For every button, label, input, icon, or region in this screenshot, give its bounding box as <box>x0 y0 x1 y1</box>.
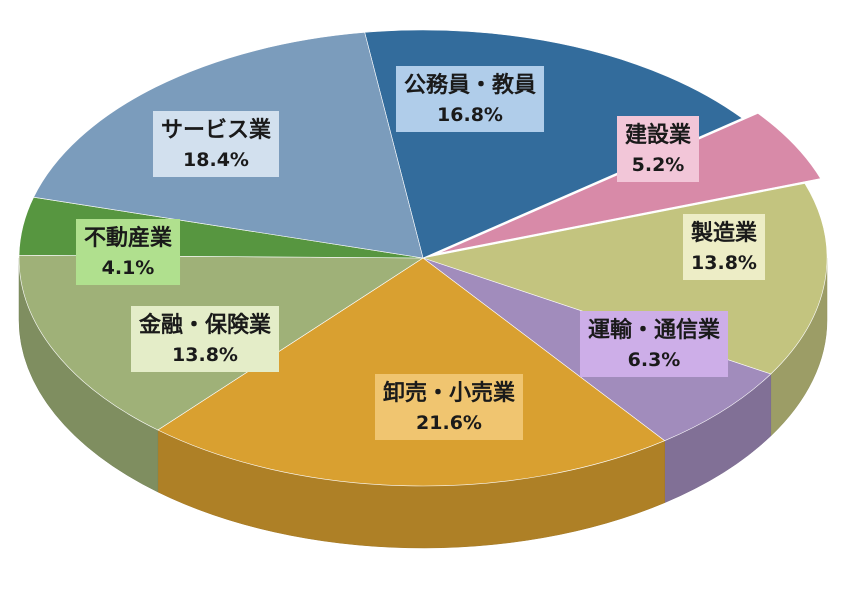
slice-label-bg <box>682 214 766 280</box>
slice-label-name: 建設業 <box>625 122 692 148</box>
slice-label-bg <box>579 311 729 377</box>
slice-label-bg <box>152 111 280 177</box>
slice-label-name: 運輸・通信業 <box>588 317 721 343</box>
slice-label-value: 18.4% <box>183 149 249 171</box>
slice-label-bg <box>374 374 524 440</box>
pie-slice-4 <box>157 257 666 487</box>
slice-label-name: 卸売・小売業 <box>383 380 516 406</box>
slice-label-bg <box>75 219 181 285</box>
slice-label-value: 6.3% <box>628 349 681 371</box>
slice-label-4: 卸売・小売業 21.6% <box>374 374 524 440</box>
slice-label-value: 21.6% <box>416 412 482 434</box>
slice-label-7: サービス業 18.4% <box>152 111 280 177</box>
slice-label-bg <box>130 306 280 372</box>
pie-slice-1 <box>438 113 822 254</box>
slice-label-name: 金融・保険業 <box>138 312 272 338</box>
slice-label-name: 不動産業 <box>84 225 173 251</box>
slice-label-value: 4.1% <box>102 257 155 279</box>
slice-label-3: 運輸・通信業 6.3% <box>579 311 729 377</box>
slice-label-1: 建設業 5.2% <box>616 116 700 182</box>
slice-label-2: 製造業 13.8% <box>682 214 766 280</box>
slice-label-5: 金融・保険業 13.8% <box>130 306 280 372</box>
slice-label-bg <box>395 66 545 132</box>
slice-label-name: サービス業 <box>161 118 272 143</box>
slice-label-value: 16.8% <box>437 104 503 126</box>
slice-label-value: 13.8% <box>691 252 757 274</box>
slice-label-name: 公務員・教員 <box>404 72 536 98</box>
slice-label-bg <box>616 116 700 182</box>
pie-sides <box>18 257 828 549</box>
slice-label-value: 5.2% <box>632 154 685 176</box>
pie-labels: 公務員・教員 16.8% 建設業 5.2% 製造業 13.8% 運輸・通信業 6.3% 卸売・小… <box>75 66 766 440</box>
slice-label-name: 製造業 <box>690 220 758 246</box>
slice-label-6: 不動産業 4.1% <box>75 219 181 285</box>
slice-label-value: 13.8% <box>172 344 238 366</box>
slice-label-0: 公務員・教員 16.8% <box>395 66 545 132</box>
